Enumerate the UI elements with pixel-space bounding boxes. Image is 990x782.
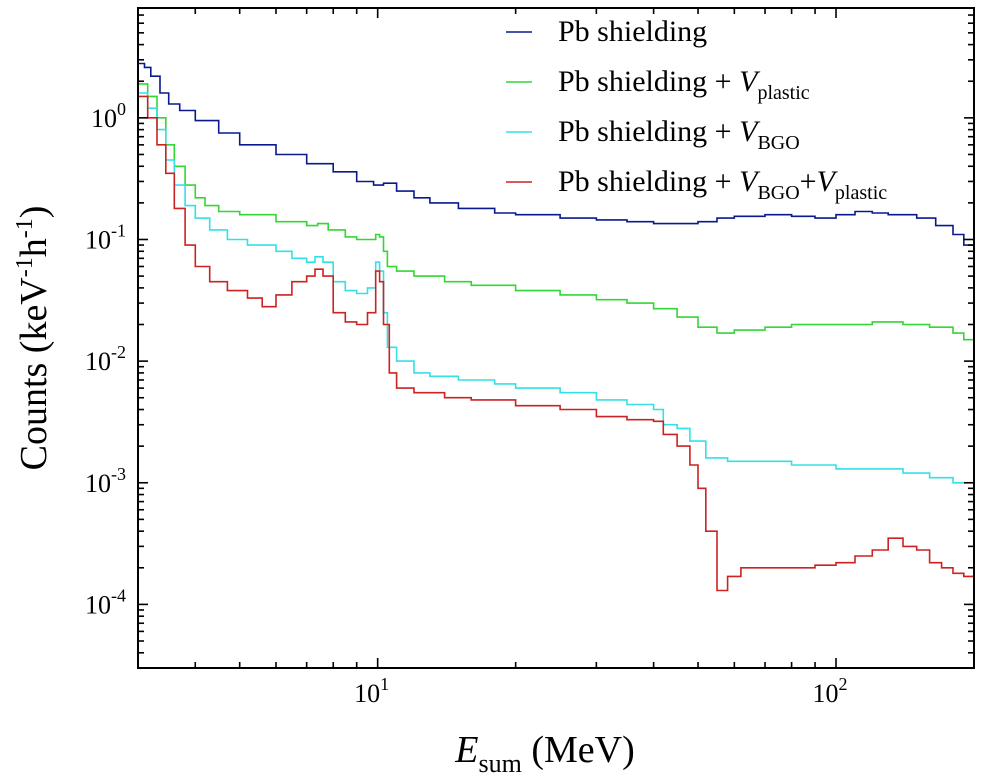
series-line-4 [138, 95, 975, 592]
x-tick-label-exp: 1 [380, 674, 389, 694]
x-tick-label-exp: 2 [839, 674, 848, 694]
y-tick-label-base: 10 [85, 590, 111, 619]
legend-plus: + [800, 165, 817, 198]
legend-label-1: Pb shielding [558, 15, 707, 48]
x-axis-title: Esum (MeV) [454, 729, 634, 778]
x-tick-label: 101 [354, 674, 389, 708]
legend-symbol-2: V [817, 165, 839, 198]
y-tick-label-base: 10 [91, 104, 117, 133]
y-tick-label-base: 10 [85, 347, 111, 376]
y-axis-exp2: -1 [12, 218, 38, 238]
y-tick-label: 100 [91, 99, 126, 133]
x-axis-unit: (MeV) [531, 729, 634, 771]
series-line-2 [138, 83, 975, 344]
legend-symbol: V [739, 165, 761, 198]
y-tick-label-exp: -1 [111, 220, 126, 240]
x-tick-label: 102 [813, 674, 848, 708]
plot-frame [137, 7, 975, 669]
x-axis-subscript: sum [478, 749, 521, 778]
ticks-layer [137, 7, 975, 669]
legend-text-base: Pb shielding [558, 15, 707, 48]
y-axis-close: ) [13, 206, 55, 219]
y-tick-label: 10-4 [85, 585, 126, 619]
y-tick-label-base: 10 [85, 469, 111, 498]
legend-text-base: Pb shielding + [558, 65, 739, 98]
y-axis-exp1: -1 [12, 257, 38, 277]
y-tick-label-exp: 0 [117, 99, 126, 119]
legend-subscript: BGO [757, 132, 799, 154]
legend-subscript: BGO [757, 182, 799, 204]
y-tick-label-exp: -4 [111, 585, 126, 605]
series-layer [138, 62, 975, 592]
series-line-3 [138, 92, 975, 489]
y-axis-main: Counts (keV [13, 277, 55, 471]
x-tick-label-base: 10 [813, 679, 839, 708]
legend-subscript-2: plastic [835, 182, 887, 204]
legend-symbol: V [739, 115, 761, 148]
legend-label-4: Pb shielding + VBGO+Vplastic [558, 165, 887, 204]
series-line-1 [138, 62, 975, 260]
y-tick-label-exp: -3 [111, 464, 126, 484]
legend-label-3: Pb shielding + VBGO [558, 115, 800, 154]
legend-symbol: V [739, 65, 761, 98]
x-axis-unit-space [522, 729, 532, 771]
y-axis-title: Counts (keV-1h-1) [12, 206, 55, 471]
legend-subscript: plastic [757, 82, 809, 104]
x-tick-label-base: 10 [354, 679, 380, 708]
legend-text-base: Pb shielding + [558, 165, 739, 198]
y-tick-label-exp: -2 [111, 342, 126, 362]
y-tick-label: 10-1 [85, 220, 126, 254]
legend-label-2: Pb shielding + Vplastic [558, 65, 810, 104]
y-tick-label: 10-3 [85, 464, 126, 498]
legend-text-base: Pb shielding + [558, 115, 739, 148]
x-axis-symbol: E [454, 729, 478, 771]
y-axis-mid: h [13, 238, 55, 257]
y-tick-label-base: 10 [85, 225, 111, 254]
y-tick-label: 10-2 [85, 342, 126, 376]
